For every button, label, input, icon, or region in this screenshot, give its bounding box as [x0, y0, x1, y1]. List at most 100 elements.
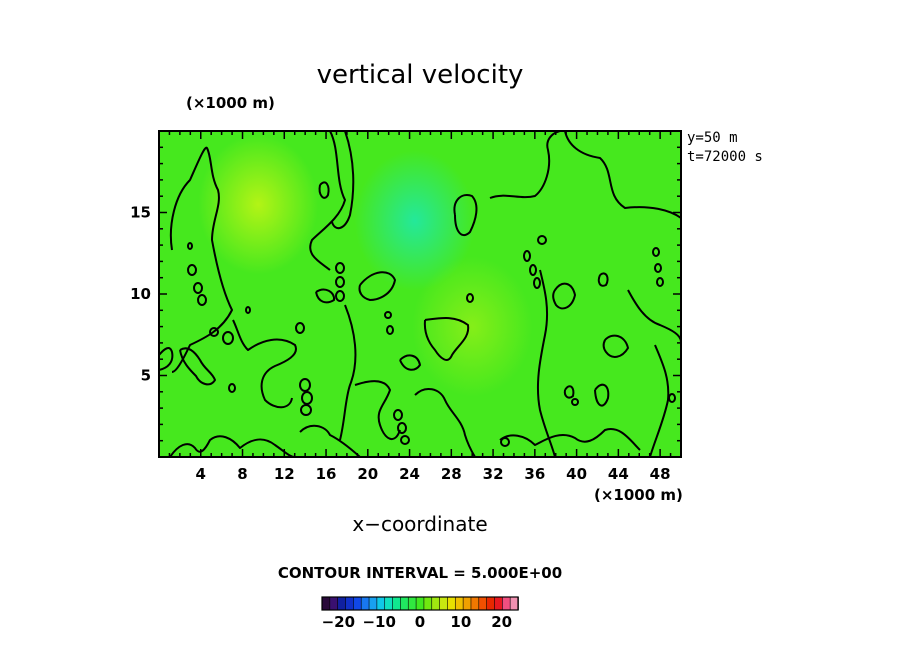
contour-line: [358, 271, 396, 301]
y-axis-ticks: 5 10 15: [130, 146, 681, 442]
y-tick-label: 10: [130, 285, 151, 303]
colorbar-swatch: [353, 596, 362, 611]
contour-line: [331, 131, 355, 230]
contour-line: [499, 428, 641, 451]
contour-ellipse: [193, 282, 203, 294]
contour-ellipse: [668, 393, 676, 403]
colorbar-swatch: [400, 596, 410, 611]
contour-line: [597, 272, 609, 287]
colorbar-tick-label: −10: [362, 613, 395, 631]
colorbar-swatch: [321, 596, 331, 611]
colorbar-swatch: [509, 596, 519, 611]
contour-line: [602, 334, 629, 358]
colorbar-swatch: [329, 596, 339, 611]
contour-ellipse: [335, 276, 345, 288]
colorbar-frame: [321, 596, 519, 611]
field-hotspot: [354, 150, 475, 291]
x-tick-label: 40: [566, 465, 587, 483]
contour-ellipse: [228, 383, 236, 393]
x-tick-label: 48: [650, 465, 671, 483]
contour-ellipse: [533, 277, 541, 289]
x-tick-label: 20: [357, 465, 378, 483]
x-tick-label: 28: [441, 465, 462, 483]
y-tick-label: 5: [141, 367, 151, 385]
contour-line: [169, 146, 233, 373]
contour-ellipse: [245, 306, 251, 314]
contour-ellipse: [500, 437, 510, 447]
contour-line: [309, 131, 346, 271]
colorbar-swatch: [376, 596, 386, 611]
x-tick-label: 44: [608, 465, 629, 483]
contour-line: [536, 269, 556, 457]
colorbar-swatch: [431, 596, 441, 611]
contour-ellipse: [335, 262, 345, 274]
colorbar-tick-label: −20: [322, 613, 355, 631]
x-tick-label: 36: [524, 465, 545, 483]
colorbar-tick-label: 0: [415, 613, 425, 631]
contour-line: [232, 319, 297, 409]
colorbar-swatch: [384, 596, 394, 611]
x-tick-label: 16: [316, 465, 337, 483]
contour-lines: [159, 131, 681, 457]
colorbar-swatch: [502, 596, 511, 611]
x-axis-units-note: (×1000 m): [594, 486, 683, 504]
contour-ellipse: [654, 263, 662, 273]
contour-ellipse: [300, 404, 312, 416]
contour-line: [563, 385, 575, 399]
contour-line: [169, 435, 296, 457]
contour-line: [399, 354, 421, 371]
colorbar-swatch: [345, 596, 355, 611]
contour-line: [179, 347, 216, 386]
contour-line: [489, 131, 561, 199]
x-tick-label: 8: [237, 465, 247, 483]
contour-ellipse: [386, 325, 394, 335]
contour-ellipse: [295, 322, 305, 334]
contour-line: [564, 131, 681, 219]
contour-ellipse: [656, 277, 664, 287]
annotation-y-location: y=50 m: [687, 130, 738, 146]
contour-ellipse: [197, 294, 207, 306]
colorbar-swatch: [392, 596, 402, 611]
contour-ellipse: [222, 331, 234, 345]
x-axis-label: x−coordinate: [352, 512, 488, 536]
contour-ellipse: [335, 290, 345, 302]
contour-line: [594, 383, 610, 407]
x-tick-label: 32: [483, 465, 504, 483]
colorbar-swatch: [415, 596, 425, 611]
colorbar-swatch: [470, 596, 480, 611]
contour-line: [627, 289, 681, 343]
contour-line: [315, 288, 336, 304]
field-hotspot: [198, 134, 319, 275]
contour-line: [339, 304, 357, 441]
velocity-field: [159, 131, 681, 457]
colorbar-swatch: [478, 596, 488, 611]
colorbar-swatch: [454, 596, 464, 611]
contour-line: [453, 194, 478, 237]
colorbar: −20 −10 0 10 20: [321, 596, 519, 631]
contour-ellipse: [397, 422, 407, 434]
colorbar-swatch: [447, 596, 457, 611]
chart-title: vertical velocity: [316, 60, 524, 90]
colorbar-swatch: [368, 596, 378, 611]
contour-interval-text: CONTOUR INTERVAL = 5.000E+00: [277, 564, 563, 582]
contour-ellipse: [209, 327, 219, 337]
colorbar-swatch: [462, 596, 472, 611]
colorbar-swatch: [423, 596, 433, 611]
contour-line: [414, 388, 476, 457]
contour-ellipse: [529, 264, 537, 276]
field-hotspot: [412, 256, 533, 397]
colorbar-swatch: [337, 596, 347, 611]
contour-ellipse: [187, 242, 193, 250]
colorbar-swatch: [439, 596, 449, 611]
contour-ellipse: [652, 247, 660, 257]
contour-ellipse: [384, 311, 392, 319]
contour-ellipse: [187, 264, 197, 276]
contour-line: [552, 282, 576, 310]
annotation-time: t=72000 s: [687, 149, 763, 165]
contour-line: [299, 424, 361, 457]
contour-line: [159, 347, 174, 371]
x-tick-label: 12: [274, 465, 295, 483]
contour-ellipse: [466, 293, 474, 303]
contour-ellipse: [393, 409, 403, 421]
colorbar-swatch: [360, 596, 370, 611]
